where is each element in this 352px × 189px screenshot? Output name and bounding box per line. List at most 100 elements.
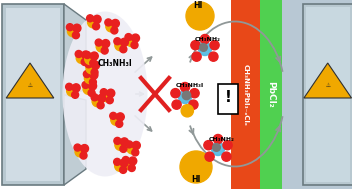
Circle shape	[84, 52, 91, 59]
Circle shape	[73, 24, 81, 32]
Circle shape	[223, 141, 232, 150]
Circle shape	[82, 51, 90, 59]
Circle shape	[67, 24, 74, 31]
Text: HI: HI	[191, 174, 201, 184]
Circle shape	[85, 53, 96, 64]
Circle shape	[204, 141, 213, 150]
Circle shape	[106, 97, 113, 104]
Text: ⚠: ⚠	[325, 83, 330, 88]
Circle shape	[96, 41, 107, 52]
Circle shape	[191, 41, 200, 50]
Circle shape	[80, 152, 87, 159]
Bar	[306, 7, 350, 182]
Circle shape	[126, 141, 133, 148]
Circle shape	[111, 114, 122, 125]
Circle shape	[72, 84, 80, 92]
Circle shape	[200, 34, 209, 44]
Circle shape	[83, 70, 90, 78]
Circle shape	[190, 89, 199, 98]
Circle shape	[120, 145, 127, 152]
Circle shape	[81, 58, 88, 66]
Circle shape	[67, 85, 78, 96]
Circle shape	[115, 160, 126, 171]
Bar	[282, 0, 352, 189]
Circle shape	[209, 52, 218, 61]
Circle shape	[186, 2, 214, 30]
Circle shape	[68, 26, 78, 37]
Circle shape	[84, 73, 95, 84]
Circle shape	[83, 83, 94, 94]
Circle shape	[213, 144, 220, 151]
Circle shape	[85, 61, 92, 68]
Circle shape	[93, 23, 100, 30]
Circle shape	[106, 21, 117, 32]
Circle shape	[73, 32, 80, 39]
Bar	[260, 0, 282, 189]
Circle shape	[120, 159, 128, 167]
Text: !: !	[225, 91, 231, 105]
Circle shape	[102, 40, 110, 48]
Circle shape	[101, 47, 108, 54]
Circle shape	[98, 94, 106, 102]
Text: CH₃NH₂: CH₃NH₂	[195, 37, 221, 42]
Circle shape	[65, 83, 73, 90]
Circle shape	[81, 145, 88, 153]
Text: CH₃NH₃I: CH₃NH₃I	[176, 83, 204, 88]
Text: PbCl₂: PbCl₂	[266, 81, 276, 108]
Circle shape	[180, 151, 212, 183]
Circle shape	[88, 17, 99, 28]
Circle shape	[114, 137, 121, 144]
Circle shape	[116, 120, 123, 127]
Circle shape	[192, 52, 201, 61]
Circle shape	[132, 141, 140, 149]
Bar	[303, 4, 352, 185]
Circle shape	[129, 157, 137, 165]
Circle shape	[82, 81, 89, 88]
Circle shape	[90, 60, 97, 67]
Circle shape	[128, 164, 135, 171]
Circle shape	[92, 96, 103, 107]
Circle shape	[182, 91, 191, 100]
Circle shape	[90, 71, 98, 79]
Circle shape	[114, 38, 121, 45]
Circle shape	[110, 112, 117, 119]
Text: CH₃NH₂: CH₃NH₂	[209, 137, 235, 142]
Circle shape	[120, 38, 128, 46]
Circle shape	[181, 105, 193, 117]
Circle shape	[91, 69, 98, 76]
Circle shape	[210, 41, 219, 50]
Circle shape	[87, 15, 94, 22]
Text: ⚠: ⚠	[27, 83, 32, 88]
Text: CH₃NH₃PbI₃₋ₓClₓ: CH₃NH₃PbI₃₋ₓClₓ	[243, 64, 249, 125]
Circle shape	[86, 63, 97, 74]
Circle shape	[97, 102, 104, 109]
Circle shape	[181, 82, 190, 92]
Polygon shape	[64, 4, 86, 95]
Bar	[231, 0, 260, 189]
Polygon shape	[304, 63, 352, 98]
Circle shape	[91, 94, 98, 101]
Circle shape	[127, 143, 138, 154]
Circle shape	[131, 42, 138, 49]
Circle shape	[111, 19, 119, 27]
Polygon shape	[64, 95, 86, 185]
Circle shape	[92, 61, 100, 69]
Text: CH₃NH₃I: CH₃NH₃I	[98, 60, 132, 68]
Bar	[2, 4, 64, 185]
Circle shape	[88, 89, 95, 96]
Circle shape	[75, 146, 86, 157]
Circle shape	[212, 143, 225, 156]
Circle shape	[89, 82, 96, 90]
Circle shape	[89, 79, 96, 86]
Circle shape	[132, 149, 139, 156]
Circle shape	[93, 15, 101, 23]
Circle shape	[115, 139, 126, 150]
Circle shape	[123, 159, 134, 170]
Circle shape	[222, 152, 231, 161]
Circle shape	[172, 100, 181, 109]
Circle shape	[75, 50, 82, 57]
Circle shape	[105, 19, 112, 26]
Circle shape	[120, 138, 128, 146]
Circle shape	[126, 36, 137, 47]
FancyBboxPatch shape	[218, 84, 238, 114]
